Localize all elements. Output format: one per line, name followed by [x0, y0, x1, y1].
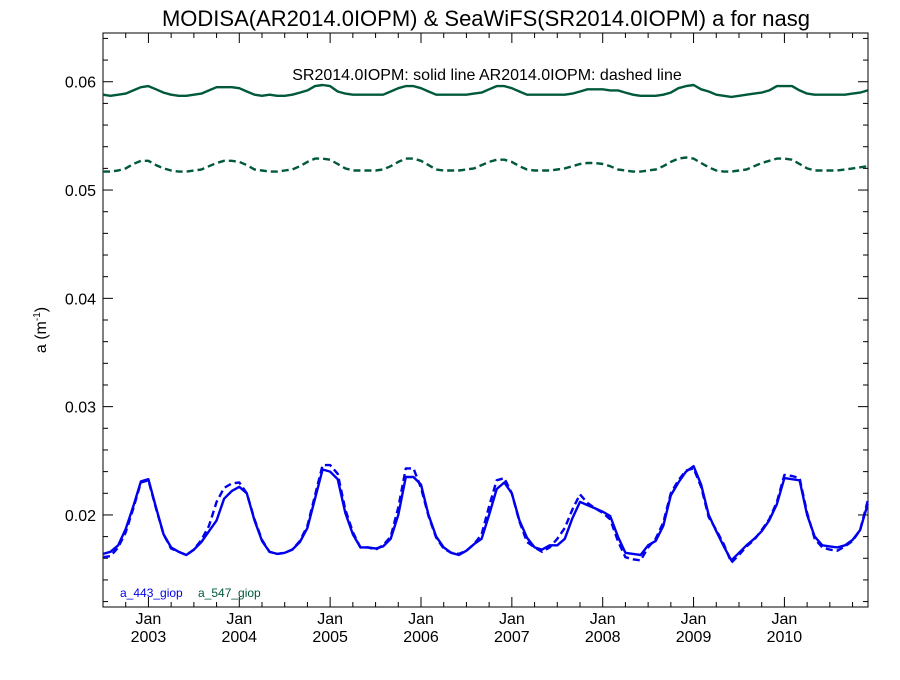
y-tick-label: 0.04	[65, 291, 96, 308]
y-tick-label: 0.05	[65, 183, 96, 200]
x-tick-month-label: Jan	[681, 611, 707, 628]
axes: 0.020.030.040.050.06Jan2003Jan2004Jan200…	[65, 32, 869, 646]
x-tick-month-label: Jan	[136, 611, 162, 628]
y-axis-label: a (m-1)	[32, 307, 50, 353]
y-axis-label-main: a (m	[33, 321, 50, 353]
x-tick-year-label: 2003	[131, 629, 167, 646]
legend-entry: a_443_giop	[120, 586, 183, 600]
x-tick-month-label: Jan	[499, 611, 525, 628]
x-tick-month-label: Jan	[317, 611, 343, 628]
x-tick-month-label: Jan	[590, 611, 616, 628]
x-tick-year-label: 2007	[494, 629, 530, 646]
x-tick-year-label: 2005	[312, 629, 348, 646]
series-line-a_547_giop-solid	[102, 83, 869, 99]
y-tick-label: 0.06	[65, 75, 96, 92]
y-axis-label-sup: -1	[32, 312, 43, 321]
x-tick-year-label: 2009	[676, 629, 712, 646]
y-tick-label: 0.02	[65, 508, 96, 525]
x-tick-year-label: 2008	[585, 629, 621, 646]
x-tick-month-label: Jan	[226, 611, 252, 628]
y-axis-label-end: )	[33, 307, 50, 312]
x-tick-year-label: 2006	[403, 629, 439, 646]
x-tick-month-label: Jan	[408, 611, 434, 628]
series-line-a_443_giop-solid	[102, 465, 869, 562]
legend-entry: a_547_giop	[198, 586, 261, 600]
x-tick-year-label: 2010	[767, 629, 803, 646]
series-line-a_547_giop-dashed	[103, 156, 868, 173]
x-tick-year-label: 2004	[221, 629, 257, 646]
chart-subtitle: SR2014.0IOPM: solid line AR2014.0IOPM: d…	[292, 67, 682, 84]
chart-title: MODISA(AR2014.0IOPM) & SeaWiFS(SR2014.0I…	[162, 6, 810, 31]
y-tick-label: 0.03	[65, 400, 96, 417]
x-tick-month-label: Jan	[772, 611, 798, 628]
series-lines	[102, 83, 869, 564]
series-line-a_443_giop-dashed	[102, 463, 869, 564]
legend: a_443_giop a_547_giop	[120, 586, 261, 600]
